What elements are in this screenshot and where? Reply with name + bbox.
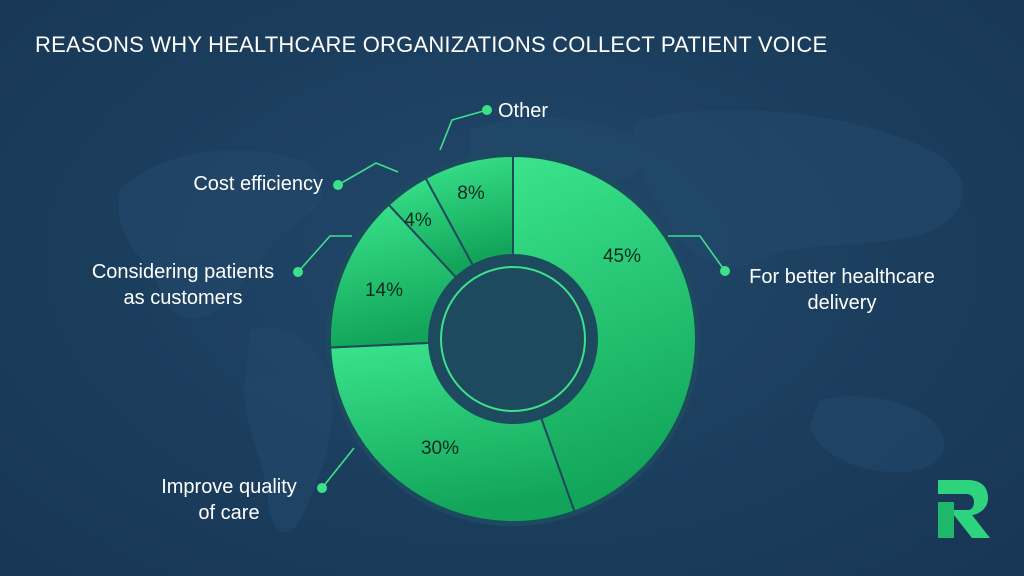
category-label-cost-efficiency: Cost efficiency — [193, 173, 323, 195]
leader-line-cost-efficiency — [337, 162, 399, 186]
value-label-healthcare-delivery: 45% — [603, 246, 641, 267]
category-label-healthcare-delivery: For better healthcare delivery — [749, 266, 935, 314]
value-label-patients-as-customers: 14% — [365, 280, 403, 301]
callout-dot-other — [482, 105, 492, 115]
callout-dot-cost-efficiency — [333, 180, 343, 190]
value-label-cost-efficiency: 4% — [404, 210, 432, 231]
value-label-quality-of-care: 30% — [421, 438, 459, 459]
category-label-other: Other — [498, 100, 548, 122]
r-logo-icon — [938, 480, 990, 538]
leader-line-other — [439, 109, 488, 151]
category-label-quality-of-care: Improve quality of care — [161, 476, 297, 524]
callout-dot-healthcare-delivery — [720, 266, 730, 276]
callout-dot-patients-as-customers — [293, 267, 303, 277]
leader-line-quality-of-care — [321, 447, 355, 489]
value-labels: 45% 30% 14% 4% 8% — [365, 183, 641, 459]
leader-line-patients-as-customers — [297, 235, 352, 273]
donut-hole — [429, 255, 597, 423]
callouts: For better healthcare delivery Improve qua… — [92, 100, 935, 524]
chart-title: REASONS WHY HEALTHCARE ORGANIZATIONS COL… — [35, 32, 828, 57]
callout-dot-quality-of-care — [317, 483, 327, 493]
leader-line-healthcare-delivery — [668, 235, 726, 272]
value-label-other: 8% — [457, 183, 485, 204]
category-label-patients-as-customers: Considering patients as customers — [92, 261, 274, 309]
